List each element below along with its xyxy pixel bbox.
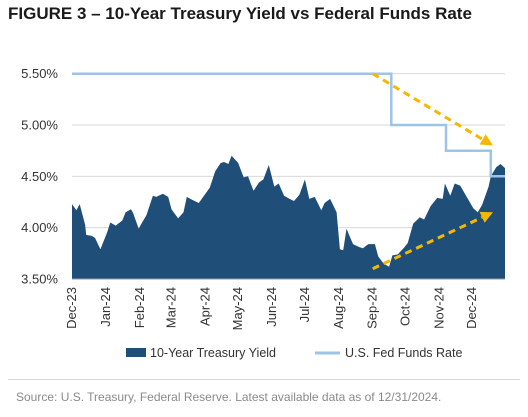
trend-arrow-line <box>372 216 483 271</box>
x-tick-label: Apr-24 <box>197 287 212 326</box>
y-tick-label: 5.50% <box>21 66 58 81</box>
trend-arrow-head <box>479 134 493 146</box>
x-tick-label: Jan-24 <box>98 287 113 327</box>
x-tick-label: Sep-24 <box>365 287 380 329</box>
legend-swatch-yield <box>126 348 146 357</box>
y-tick-label: 4.00% <box>21 220 58 235</box>
yield-area <box>72 155 505 279</box>
yield-area-layer <box>72 155 505 279</box>
axes: 3.50% 4.00% 4.50% 5.00% 5.50% Dec-23 Jan-24 Feb… <box>21 66 505 330</box>
x-tick-label: Jul-24 <box>297 287 312 322</box>
trend-arrow-head <box>479 211 493 223</box>
x-tick-label: May-24 <box>230 287 245 330</box>
x-tick-label: Oct-24 <box>397 287 412 326</box>
x-tick-label: Dec-23 <box>64 287 79 329</box>
chart-title: FIGURE 3 – 10-Year Treasury Yield vs Fed… <box>8 4 472 23</box>
legend-label-fedfunds: U.S. Fed Funds Rate <box>345 346 462 360</box>
x-tick-label: Jun-24 <box>264 287 279 327</box>
trend-arrow-line <box>371 72 484 141</box>
legend-label-yield: 10-Year Treasury Yield <box>150 346 276 360</box>
y-tick-label: 5.00% <box>21 118 58 133</box>
x-tick-label: Aug-24 <box>331 287 346 329</box>
legend: 10-Year Treasury Yield U.S. Fed Funds Ra… <box>126 346 462 360</box>
x-tick-label: Feb-24 <box>132 287 147 328</box>
x-tick-label: Mar-24 <box>164 287 179 328</box>
source-note: Source: U.S. Treasury, Federal Reserve. … <box>16 390 442 404</box>
y-tick-label: 3.50% <box>21 272 58 287</box>
x-tick-label: Dec-24 <box>464 287 479 329</box>
y-tick-label: 4.50% <box>21 169 58 184</box>
fed-funds-layer <box>72 72 505 178</box>
x-tick-label: Nov-24 <box>431 287 446 329</box>
footer-divider <box>8 379 520 380</box>
fed-funds-line <box>72 72 505 178</box>
trend-arrows <box>371 72 493 271</box>
